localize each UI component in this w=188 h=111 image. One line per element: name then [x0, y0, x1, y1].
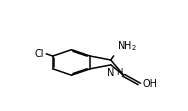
- Text: Cl: Cl: [35, 49, 44, 59]
- Text: NH$_2$: NH$_2$: [117, 39, 137, 53]
- Text: N: N: [107, 68, 114, 78]
- Text: H: H: [116, 68, 122, 77]
- Text: OH: OH: [142, 79, 157, 89]
